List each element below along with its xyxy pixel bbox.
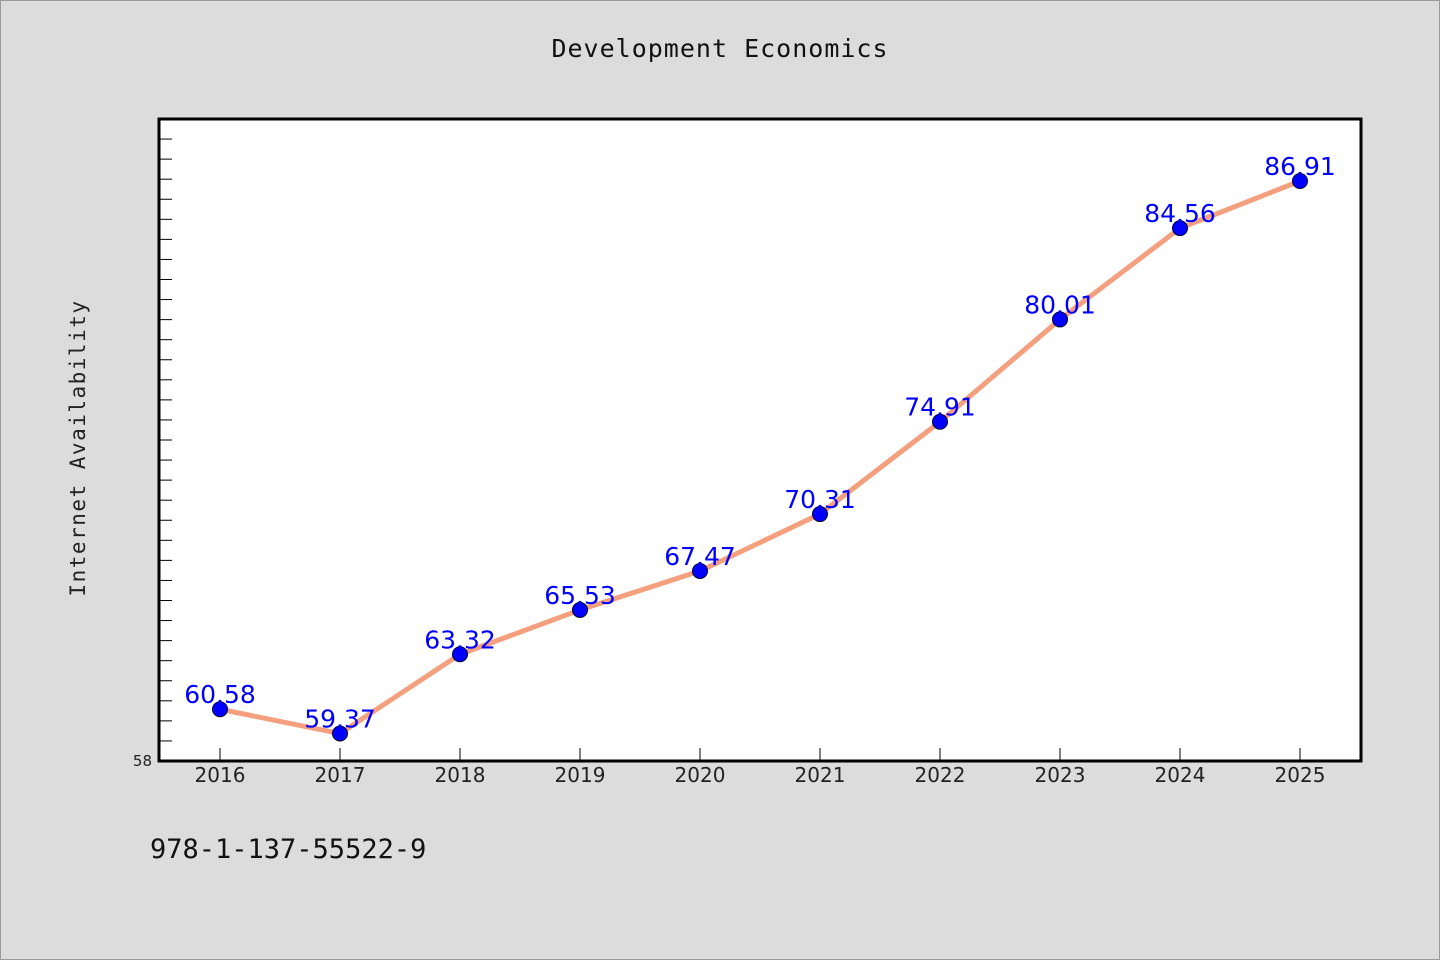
x-tick-label: 2018: [435, 763, 486, 787]
plot-area: [157, 117, 1363, 763]
data-point: [332, 725, 348, 742]
x-tick-label: 2025: [1275, 763, 1326, 787]
data-label: 86.91: [1264, 152, 1336, 181]
x-tick-label: 2023: [1035, 763, 1086, 787]
series-line: [217, 178, 1303, 737]
data-point: [692, 563, 708, 580]
data-point: [812, 506, 828, 523]
chart-title: Development Economics: [551, 34, 889, 63]
series-data-labels: 60.58 59.37 63.32 65.53 67.47 70.31 74.91 80.01…: [184, 152, 1336, 734]
x-tick-label: 2021: [795, 763, 846, 787]
data-point: [212, 701, 228, 718]
data-label: 80.01: [1024, 290, 1096, 319]
data-label: 63.32: [424, 625, 496, 654]
data-point: [452, 646, 468, 663]
x-tick-label: 2022: [915, 763, 966, 787]
x-tick-label: 2019: [555, 763, 606, 787]
data-point: [572, 601, 588, 618]
data-label: 65.53: [544, 581, 616, 610]
x-tick-label: 2016: [195, 763, 246, 787]
x-axis-tick-labels: 2016 2017 2018 2019 2020 2021 2022 2023 2024 2025: [195, 763, 1326, 787]
data-point: [1292, 172, 1308, 189]
data-label: 60.58: [184, 680, 256, 709]
x-axis-ticks: [219, 748, 1301, 761]
data-label: 74.91: [904, 393, 976, 422]
data-point: [932, 413, 948, 430]
x-tick-label: 2024: [1155, 763, 1206, 787]
series-markers: [212, 172, 1308, 742]
y-axis-ticks: [159, 138, 172, 742]
x-tick-label: 2020: [675, 763, 726, 787]
data-label: 59.37: [304, 705, 376, 734]
y-tick-label-min: 58: [133, 752, 152, 770]
isbn-note: 978-1-137-55522-9: [150, 834, 427, 865]
x-tick-label: 2017: [315, 763, 366, 787]
data-point: [1172, 220, 1188, 237]
data-label: 70.31: [784, 485, 856, 514]
data-point: [1052, 311, 1068, 328]
data-label: 84.56: [1144, 199, 1216, 228]
data-label: 67.47: [664, 542, 736, 571]
